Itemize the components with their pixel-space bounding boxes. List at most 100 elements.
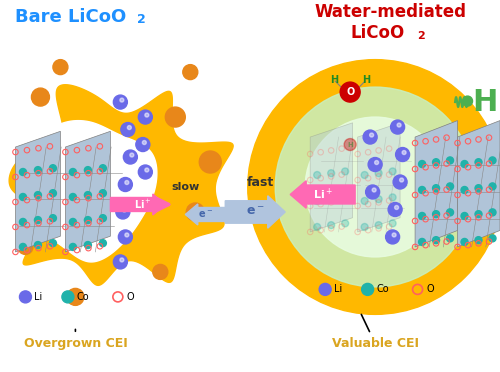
Circle shape	[18, 240, 33, 254]
FancyArrow shape	[290, 181, 355, 208]
Text: O: O	[346, 87, 354, 97]
Circle shape	[114, 255, 128, 269]
Circle shape	[392, 233, 396, 237]
Circle shape	[100, 190, 106, 197]
Circle shape	[128, 126, 132, 129]
Circle shape	[314, 171, 320, 179]
Circle shape	[20, 243, 26, 250]
Text: O: O	[426, 285, 434, 294]
Text: Co: Co	[77, 292, 90, 302]
Circle shape	[328, 170, 334, 177]
Text: Li$^+$: Li$^+$	[312, 187, 332, 202]
Circle shape	[402, 151, 406, 154]
Circle shape	[124, 150, 138, 164]
Circle shape	[145, 113, 149, 117]
Circle shape	[489, 235, 496, 242]
Text: 2: 2	[417, 31, 425, 41]
Circle shape	[125, 180, 129, 185]
Circle shape	[275, 87, 475, 287]
Circle shape	[186, 203, 204, 221]
Circle shape	[50, 240, 56, 247]
Circle shape	[136, 138, 150, 151]
Text: Overgrown CEI: Overgrown CEI	[24, 329, 128, 350]
Circle shape	[432, 211, 440, 218]
Circle shape	[100, 215, 106, 222]
Circle shape	[389, 168, 396, 175]
Circle shape	[475, 211, 482, 218]
Circle shape	[53, 60, 68, 75]
Circle shape	[375, 222, 382, 229]
Circle shape	[446, 235, 454, 242]
Circle shape	[34, 167, 42, 174]
Circle shape	[374, 161, 378, 164]
Circle shape	[319, 283, 331, 295]
Circle shape	[20, 193, 26, 201]
Polygon shape	[415, 121, 458, 247]
Text: e$^-$: e$^-$	[246, 205, 264, 218]
Circle shape	[489, 183, 496, 190]
Circle shape	[100, 240, 106, 247]
Text: 2: 2	[137, 13, 145, 26]
Circle shape	[328, 222, 334, 229]
Circle shape	[366, 185, 380, 199]
Circle shape	[314, 198, 320, 205]
Circle shape	[70, 169, 76, 176]
Text: Bare LiCoO: Bare LiCoO	[15, 8, 126, 26]
Polygon shape	[358, 123, 400, 232]
Polygon shape	[16, 131, 60, 252]
Circle shape	[20, 291, 32, 303]
Circle shape	[396, 148, 409, 161]
Text: Li: Li	[34, 292, 42, 302]
Circle shape	[50, 215, 56, 222]
Circle shape	[340, 82, 360, 102]
Polygon shape	[28, 121, 157, 262]
Circle shape	[418, 238, 426, 246]
Circle shape	[344, 138, 356, 151]
Circle shape	[166, 107, 186, 127]
Text: H: H	[362, 75, 370, 84]
Circle shape	[462, 96, 472, 106]
Circle shape	[32, 88, 50, 106]
Circle shape	[67, 288, 84, 305]
Text: fast: fast	[246, 176, 274, 189]
Circle shape	[446, 209, 454, 216]
Circle shape	[62, 291, 74, 303]
Circle shape	[363, 130, 377, 144]
Circle shape	[342, 220, 348, 227]
Circle shape	[475, 185, 482, 192]
Circle shape	[118, 230, 132, 244]
Circle shape	[432, 159, 440, 166]
Circle shape	[145, 168, 149, 172]
Circle shape	[446, 183, 454, 190]
Circle shape	[418, 161, 426, 167]
Circle shape	[397, 123, 401, 127]
Polygon shape	[9, 85, 233, 285]
Circle shape	[84, 241, 91, 248]
Polygon shape	[310, 123, 352, 232]
Text: e$^-$: e$^-$	[198, 209, 213, 220]
Text: H: H	[330, 75, 338, 84]
Circle shape	[362, 283, 374, 295]
Circle shape	[125, 233, 129, 237]
Circle shape	[34, 217, 42, 224]
Circle shape	[142, 141, 146, 145]
Circle shape	[200, 151, 222, 173]
Circle shape	[418, 186, 426, 193]
Circle shape	[314, 224, 320, 231]
Circle shape	[375, 196, 382, 203]
Circle shape	[400, 178, 404, 182]
Circle shape	[432, 185, 440, 192]
Circle shape	[489, 209, 496, 216]
Circle shape	[389, 194, 396, 201]
Circle shape	[375, 170, 382, 177]
Circle shape	[446, 157, 454, 164]
Circle shape	[388, 202, 402, 217]
Circle shape	[120, 258, 124, 262]
Circle shape	[138, 110, 152, 124]
Circle shape	[20, 218, 26, 225]
Circle shape	[389, 220, 396, 227]
Circle shape	[114, 95, 128, 109]
Text: Water-mediated: Water-mediated	[314, 3, 466, 21]
Circle shape	[121, 122, 135, 137]
Circle shape	[328, 196, 334, 203]
